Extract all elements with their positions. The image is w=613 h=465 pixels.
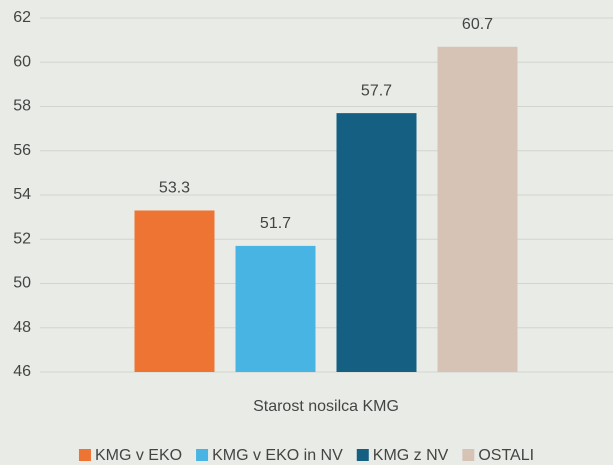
y-tick-label: 56 <box>13 142 31 159</box>
data-label: 60.7 <box>462 16 493 33</box>
legend-swatch <box>356 449 369 461</box>
data-label: 51.7 <box>260 215 291 232</box>
y-tick-label: 46 <box>13 363 31 380</box>
legend-label: KMG z NV <box>373 447 449 464</box>
legend-label: KMG v EKO <box>95 447 182 464</box>
bar <box>437 46 518 372</box>
legend-swatch <box>462 449 475 461</box>
y-tick-label: 60 <box>13 53 31 70</box>
data-label: 57.7 <box>361 82 392 99</box>
bar <box>235 245 316 372</box>
legend-label: KMG v EKO in NV <box>212 447 343 464</box>
y-tick-label: 50 <box>13 275 31 292</box>
x-tick-label: Starost nosilca KMG <box>253 398 399 415</box>
bar <box>134 210 215 372</box>
y-tick-label: 52 <box>13 230 31 247</box>
y-tick-label: 58 <box>13 98 31 115</box>
y-tick-label: 54 <box>13 186 31 203</box>
legend-label: OSTALI <box>478 447 534 464</box>
y-tick-label: 62 <box>13 9 31 26</box>
data-label: 53.3 <box>159 180 190 197</box>
legend-swatch <box>196 449 209 461</box>
bar <box>336 113 417 372</box>
legend-swatch <box>78 449 91 461</box>
y-tick-label: 48 <box>13 319 31 336</box>
